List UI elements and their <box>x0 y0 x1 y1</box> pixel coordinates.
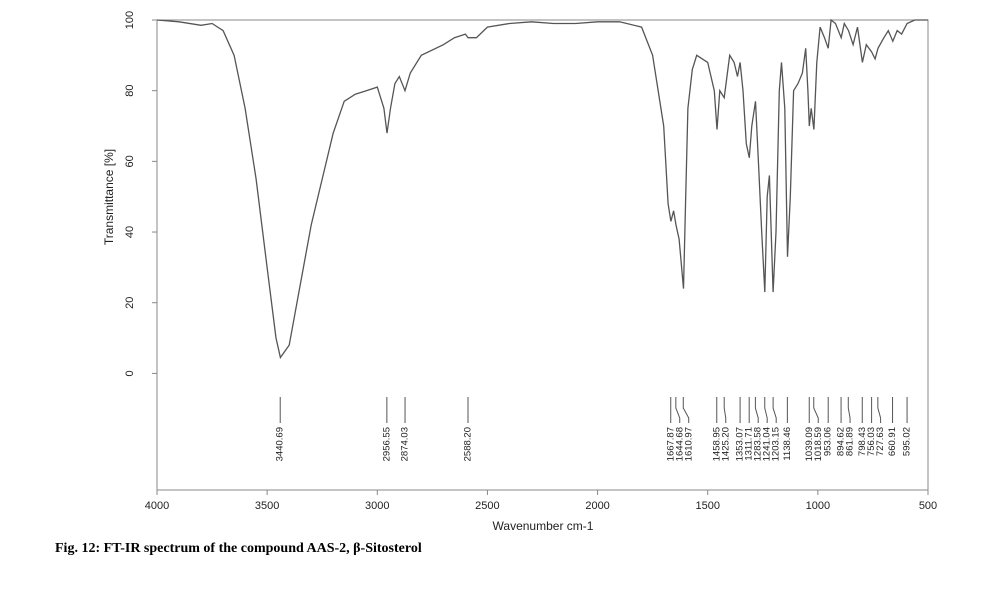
x-tick-label: 4000 <box>145 500 169 512</box>
peak-label: 1241.04 <box>762 427 773 461</box>
peak-label: 1610.97 <box>683 427 694 461</box>
x-tick-label: 3500 <box>255 500 279 512</box>
y-tick-label: 20 <box>124 297 136 309</box>
y-axis-title: Transmittance [%] <box>102 149 116 245</box>
peak-label: 1203.15 <box>771 427 782 461</box>
peak-label: 1311.71 <box>744 427 755 461</box>
peak-label: 2874.03 <box>400 427 411 461</box>
x-tick-label: 1000 <box>806 500 830 512</box>
x-tick-label: 2500 <box>475 500 499 512</box>
peak-marker <box>675 397 681 423</box>
peak-label: 1425.20 <box>720 427 731 461</box>
caption: Fig. 12: FT-IR spectrum of the compound … <box>55 541 422 556</box>
peak-marker <box>877 397 882 423</box>
x-tick-label: 3000 <box>365 500 389 512</box>
peak-label: 1138.46 <box>782 427 793 461</box>
peak-label: 894.62 <box>836 427 847 456</box>
y-tick-label: 60 <box>124 155 136 167</box>
peak-marker <box>764 397 768 423</box>
y-tick-label: 100 <box>124 11 136 29</box>
peak-label: 2588.20 <box>463 427 474 461</box>
peak-marker <box>754 397 759 423</box>
peak-marker <box>813 397 819 423</box>
x-tick-label: 1500 <box>695 500 719 512</box>
peak-marker <box>847 397 851 423</box>
peak-marker <box>772 397 777 423</box>
x-tick-label: 2000 <box>585 500 609 512</box>
spectrum-line <box>156 18 928 360</box>
x-tick-label: 500 <box>919 500 937 512</box>
peak-label: 1458.95 <box>711 427 722 461</box>
plot-frame <box>156 19 929 491</box>
y-tick-label: 40 <box>124 226 136 238</box>
peak-label: 660.91 <box>887 427 898 456</box>
peak-label: 727.63 <box>875 427 886 456</box>
peak-label: 1039.09 <box>804 427 815 461</box>
peak-marker <box>723 397 727 423</box>
peak-label: 1353.07 <box>735 427 746 461</box>
y-tick-label: 80 <box>124 85 136 97</box>
y-tick-label: 0 <box>124 370 136 376</box>
peak-label: 798.43 <box>857 427 868 456</box>
peak-label: 1283.58 <box>753 427 764 461</box>
peak-label: 861.89 <box>845 427 856 456</box>
peak-label: 1644.68 <box>674 427 685 461</box>
peak-label: 595.02 <box>902 427 913 456</box>
peak-label: 1018.59 <box>813 427 824 461</box>
peak-marker <box>682 397 690 423</box>
peak-label: 3440.69 <box>275 427 286 461</box>
peak-label: 2956.55 <box>381 427 392 461</box>
peak-label: 1667.87 <box>665 427 676 461</box>
peak-label: 756.03 <box>866 427 877 456</box>
x-axis-title: Wavenumber cm-1 <box>493 519 594 533</box>
peak-label: 953.06 <box>823 427 834 456</box>
